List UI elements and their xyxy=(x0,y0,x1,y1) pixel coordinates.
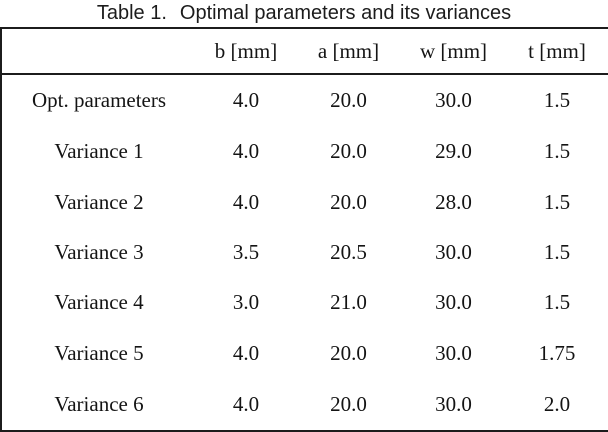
table-cell: 28.0 xyxy=(435,189,472,214)
table-cell: 30.0 xyxy=(435,340,472,365)
table-cell: 1.5 xyxy=(543,290,571,315)
table-cell: 20.0 xyxy=(330,139,367,164)
row-label: Variance 2 xyxy=(54,189,144,214)
table-cell: 1.5 xyxy=(543,239,571,264)
header-row: b [mm] a [mm] w [mm] t [mm] xyxy=(1,28,608,74)
table-cell: 20.0 xyxy=(330,189,367,214)
table-cell: 4.0 xyxy=(232,340,260,365)
table-cell: 20.5 xyxy=(330,239,367,264)
table-row: Variance 6 4.0 20.0 30.0 2.0 xyxy=(1,379,608,431)
table-cell: 3.5 xyxy=(232,239,260,264)
row-label: Variance 6 xyxy=(54,391,144,416)
column-header-b: b [mm] xyxy=(214,38,278,63)
table-cell: 3.0 xyxy=(232,290,260,315)
table-cell: 20.0 xyxy=(330,391,367,416)
table-cell: 30.0 xyxy=(435,88,472,113)
row-label: Variance 3 xyxy=(54,239,144,264)
table-cell: 30.0 xyxy=(435,391,472,416)
table-row: Variance 1 4.0 20.0 29.0 1.5 xyxy=(1,126,608,176)
table-cell: 20.0 xyxy=(330,340,367,365)
column-header-a: a [mm] xyxy=(317,38,380,63)
table-row: Variance 3 3.5 20.5 30.0 1.5 xyxy=(1,227,608,277)
table-caption-text: Optimal parameters and its variances xyxy=(179,2,512,24)
table-cell: 2.0 xyxy=(543,391,571,416)
table-cell: 1.5 xyxy=(543,139,571,164)
table-cell: 1.75 xyxy=(538,340,576,365)
table-cell: 30.0 xyxy=(435,290,472,315)
table-cell: 4.0 xyxy=(232,139,260,164)
column-header-label xyxy=(1,28,196,74)
table-cell: 4.0 xyxy=(232,88,260,113)
table-caption-label: Table 1. xyxy=(96,2,167,24)
table-cell: 21.0 xyxy=(330,290,367,315)
table-cell: 4.0 xyxy=(232,391,260,416)
table-cell: 20.0 xyxy=(330,88,367,113)
table-cell: 1.5 xyxy=(543,88,571,113)
table-row: Variance 2 4.0 20.0 28.0 1.5 xyxy=(1,177,608,227)
table-row: Opt. parameters 4.0 20.0 30.0 1.5 xyxy=(1,74,608,126)
column-header-t: t [mm] xyxy=(528,38,586,63)
table-cell: 30.0 xyxy=(435,239,472,264)
parameters-table: b [mm] a [mm] w [mm] t [mm] Opt. paramet… xyxy=(0,27,608,432)
row-label: Variance 5 xyxy=(54,340,144,365)
row-label: Variance 4 xyxy=(54,290,144,315)
table-caption: Table 1. Optimal parameters and its varia… xyxy=(0,0,608,27)
row-label: Variance 1 xyxy=(54,139,144,164)
column-header-w: w [mm] xyxy=(419,38,488,63)
row-label: Opt. parameters xyxy=(31,88,167,113)
table-row: Variance 4 3.0 21.0 30.0 1.5 xyxy=(1,278,608,328)
table-cell: 29.0 xyxy=(435,139,472,164)
table-cell: 4.0 xyxy=(232,189,260,214)
table-cell: 1.5 xyxy=(543,189,571,214)
table-row: Variance 5 4.0 20.0 30.0 1.75 xyxy=(1,328,608,378)
